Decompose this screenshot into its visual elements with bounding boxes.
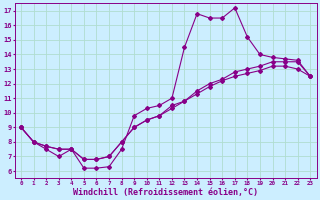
- X-axis label: Windchill (Refroidissement éolien,°C): Windchill (Refroidissement éolien,°C): [73, 188, 258, 197]
